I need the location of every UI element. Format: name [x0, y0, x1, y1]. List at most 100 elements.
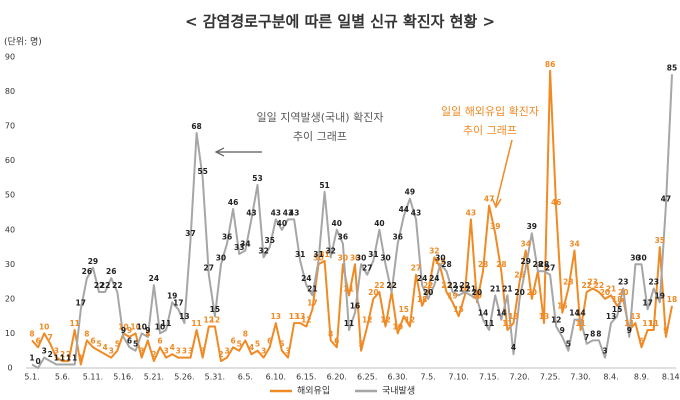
data-label: 3 [139, 347, 144, 356]
series-line [31, 69, 673, 366]
data-label: 8 [145, 329, 150, 338]
data-label: 30 [636, 253, 646, 262]
data-label: 28 [478, 260, 488, 269]
data-label: 19 [447, 291, 457, 300]
data-label: 13 [289, 312, 299, 321]
data-label: 30 [356, 253, 366, 262]
data-label: 17 [173, 298, 183, 307]
data-label: 12 [405, 316, 415, 325]
annotation: 일일 지역발생(국내) 확진자 추이 그래프 [214, 110, 383, 157]
data-label: 22 [94, 281, 104, 290]
data-label: 15 [612, 305, 622, 314]
x-tick-label: 7.30. [570, 373, 590, 382]
data-label: 1 [66, 354, 71, 363]
y-tick-label: 50 [5, 191, 15, 200]
data-label: 18 [667, 295, 677, 304]
data-label: 20 [514, 288, 524, 297]
data-label: 3 [182, 347, 187, 356]
data-label: 9 [560, 326, 565, 335]
data-label: 21 [606, 284, 616, 293]
annotation-text: 추이 그래프 [463, 124, 517, 137]
data-label: 31 [295, 250, 305, 259]
data-label: 28 [441, 260, 451, 269]
data-label: 10 [130, 322, 140, 331]
data-label: 43 [283, 208, 293, 217]
data-label: 8 [328, 329, 333, 338]
data-label: 1 [72, 354, 77, 363]
data-label: 6 [334, 336, 339, 345]
data-label: 24 [417, 274, 427, 283]
data-label: 24 [301, 274, 311, 283]
data-label: 12 [210, 316, 220, 325]
x-tick-label: 8.4. [603, 373, 618, 382]
data-label: 22 [460, 281, 470, 290]
data-label: 6 [267, 336, 272, 345]
data-label: 9 [145, 326, 150, 335]
data-label: 35 [655, 236, 665, 245]
data-label: 20 [472, 288, 482, 297]
data-label: 22 [374, 281, 384, 290]
unit-label: (단위: 명) [4, 37, 42, 48]
y-tick-label: 30 [5, 260, 15, 269]
data-label: 34 [520, 240, 530, 249]
data-label: 30 [216, 253, 226, 262]
data-label: 13 [271, 312, 281, 321]
data-label: 13 [606, 312, 616, 321]
x-tick-label: 5.11. [83, 373, 103, 382]
data-label: 23 [588, 278, 598, 287]
x-tick-label: 6.5. [238, 373, 253, 382]
x-tick-label: 7.20. [509, 373, 529, 382]
data-label: 43 [411, 208, 421, 217]
data-label: 32 [258, 246, 268, 255]
data-label: 23 [618, 278, 628, 287]
data-label: 30 [630, 253, 640, 262]
data-label: 21 [344, 284, 354, 293]
data-label: 3 [285, 347, 290, 356]
data-label: 12 [362, 316, 372, 325]
data-label: 16 [350, 302, 360, 311]
data-label: 6 [639, 336, 644, 345]
data-label: 5 [237, 340, 242, 349]
data-label: 11 [624, 319, 634, 328]
x-tick-label: 8.9. [634, 373, 649, 382]
data-label: 5 [133, 340, 138, 349]
chart-title: < 감염경로구분에 따른 일별 신규 확진자 현황 > [185, 13, 495, 31]
data-label: 25 [514, 271, 524, 280]
data-label: 26 [106, 267, 116, 276]
annotation-text: 일일 해외유입 확진자 [441, 104, 539, 118]
data-label: 7 [48, 333, 53, 342]
x-tick-label: 7.25. [540, 373, 560, 382]
data-label: 6 [157, 336, 162, 345]
data-label: 3 [224, 347, 229, 356]
data-label: 17 [76, 298, 86, 307]
data-label: 6 [90, 336, 95, 345]
data-label: 36 [392, 233, 402, 242]
y-tick-label: 40 [5, 225, 15, 234]
data-label: 11 [484, 319, 494, 328]
x-tick-label: 6.30. [388, 373, 408, 382]
x-tick-label: 5.26. [174, 373, 194, 382]
data-label: 1 [60, 354, 65, 363]
data-label: 9 [121, 326, 126, 335]
data-label: 1 [54, 354, 59, 363]
data-label: 10 [39, 322, 49, 331]
x-tick-label: 5.6. [55, 373, 70, 382]
y-tick-label: 70 [5, 122, 15, 131]
data-label: 14 [478, 309, 488, 318]
x-tick-label: 5.21. [144, 373, 164, 382]
data-label: 44 [399, 205, 409, 214]
data-label: 21 [460, 284, 470, 293]
data-label: 20 [618, 288, 628, 297]
data-label: 15 [453, 305, 463, 314]
data-label: 3 [109, 347, 114, 356]
annotation-arrow [214, 147, 262, 157]
data-label: 5 [255, 340, 260, 349]
data-label: 31 [319, 250, 329, 259]
data-label: 17 [642, 298, 652, 307]
x-tick-label: 6.10. [266, 373, 286, 382]
data-label: 20 [600, 288, 610, 297]
data-label: 23 [648, 278, 658, 287]
data-label: 12 [204, 316, 214, 325]
x-tick-label: 6.15. [296, 373, 316, 382]
